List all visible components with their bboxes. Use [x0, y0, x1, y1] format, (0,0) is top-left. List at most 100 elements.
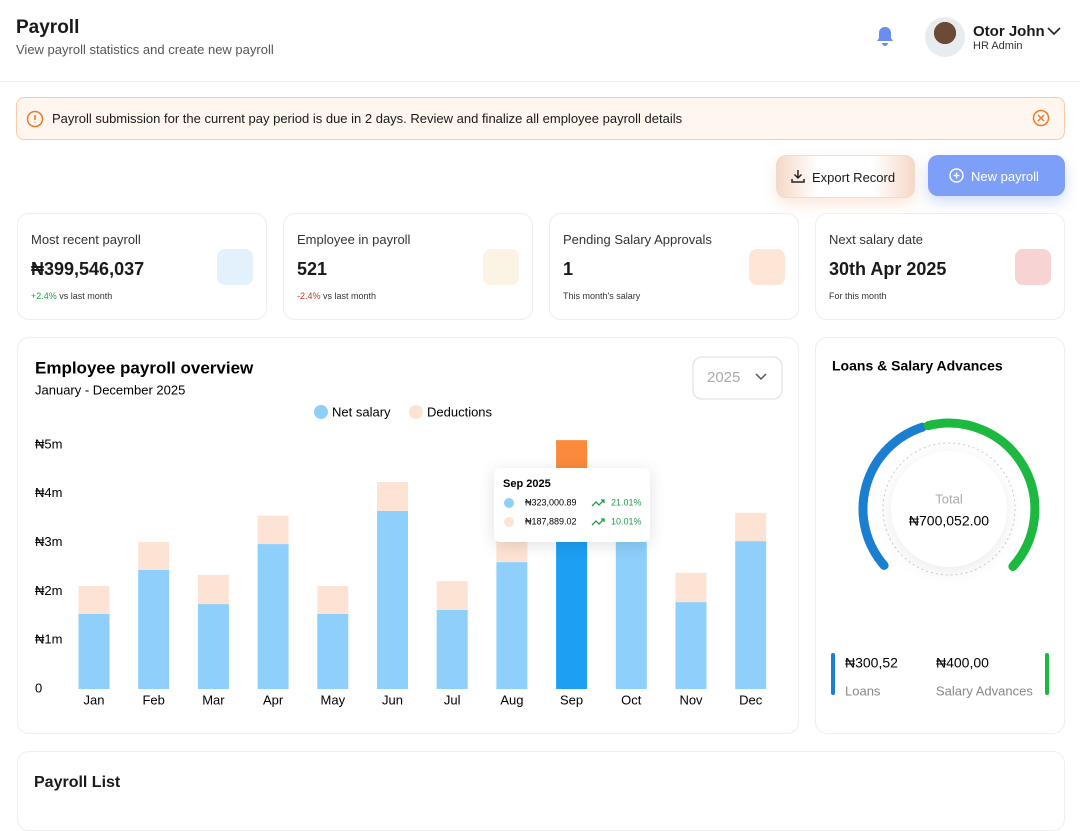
export-label: Export Record — [812, 170, 896, 185]
stat-note: -2.4% vs last month — [297, 291, 376, 301]
legend-swatch — [314, 405, 328, 419]
bar-segment — [197, 574, 229, 605]
x-tick-label: Oct — [621, 692, 642, 707]
x-tick-label: May — [321, 692, 346, 707]
gauge-total-label: Total — [935, 491, 963, 506]
x-tick-label: Feb — [142, 692, 164, 707]
stat-label: Most recent payroll — [31, 232, 141, 247]
bar-segment — [675, 572, 707, 603]
loan-amount: ₦400,00 — [936, 655, 989, 671]
x-tick-label: Jul — [444, 692, 461, 707]
tooltip: Sep 2025 ₦323,000.89 21.01% ₦187,889.02 10.0… — [494, 468, 650, 542]
loan-label: Loans — [845, 683, 881, 698]
download-icon — [791, 170, 805, 183]
bar-segment — [257, 515, 289, 545]
new-payroll-button[interactable]: New payroll — [928, 155, 1065, 196]
payroll-list-title: Payroll List — [34, 774, 121, 791]
legend-bar — [831, 653, 835, 695]
bar-segment — [78, 613, 110, 689]
y-tick-label: ₦4m — [35, 485, 62, 500]
loans-card: Loans & Salary Advances Total ₦700,052.0… — [815, 337, 1065, 734]
loans-title: Loans & Salary Advances — [832, 358, 1003, 374]
bar-segment — [675, 602, 707, 689]
stat-note: This month's salary — [563, 291, 641, 301]
bar-segment — [735, 512, 767, 542]
x-tick-label: Mar — [202, 692, 225, 707]
stat-card: Employee in payroll 521 -2.4% vs last mo… — [283, 213, 533, 320]
tooltip-title: Sep 2025 — [503, 478, 551, 490]
stat-card: Most recent payroll ₦399,546,037 +2.4% v… — [17, 213, 267, 320]
y-tick-label: ₦5m — [35, 436, 62, 451]
avatar[interactable] — [925, 17, 965, 57]
bar-segment — [436, 581, 468, 610]
bar-segment — [138, 569, 170, 689]
y-tick-label: ₦3m — [35, 534, 62, 549]
alert-icon — [26, 110, 44, 128]
stat-label: Pending Salary Approvals — [563, 232, 712, 247]
stat-icon — [1015, 249, 1051, 285]
stat-value: 521 — [297, 259, 328, 279]
stat-icon — [217, 249, 253, 285]
bar-segment — [615, 523, 647, 689]
x-tick-label: Sep — [560, 692, 583, 707]
y-tick-label: ₦2m — [35, 583, 62, 598]
x-tick-label: Nov — [679, 692, 703, 707]
user-name[interactable]: Otor John — [973, 23, 1045, 40]
bar-segment — [496, 562, 528, 689]
stat-card: Next salary date 30th Apr 2025 For this … — [815, 213, 1065, 320]
chart-card: Employee payroll overview January - Dece… — [17, 337, 799, 734]
tooltip-swatch — [504, 517, 514, 527]
tooltip-swatch — [504, 498, 514, 508]
tooltip-change: 21.01% — [611, 497, 642, 507]
bar-segment — [138, 542, 170, 570]
legend-bar — [1045, 653, 1049, 695]
legend-label: Deductions — [427, 404, 493, 419]
stat-label: Next salary date — [829, 232, 923, 247]
year-chevron — [755, 373, 767, 381]
chart-subtitle: January - December 2025 — [35, 382, 185, 397]
bar-segment — [197, 604, 229, 689]
bar-segment — [78, 586, 110, 614]
gauge-arc-advances — [923, 418, 1040, 571]
legend-label: Net salary — [332, 404, 391, 419]
gauge-arc-loans — [858, 422, 927, 570]
gauge-ring — [882, 442, 1016, 576]
year-select[interactable] — [692, 356, 783, 400]
bar-segment — [317, 586, 349, 614]
export-button[interactable]: Export Record — [776, 155, 915, 198]
stat-change: +2.4% — [31, 291, 57, 301]
gauge-total: ₦700,052.00 — [909, 513, 989, 529]
bar-segment — [377, 482, 408, 511]
stat-note: +2.4% vs last month — [31, 291, 112, 301]
chevron[interactable] — [1047, 26, 1061, 36]
alert-close[interactable] — [1032, 109, 1050, 127]
tooltip-box — [494, 468, 650, 542]
chart: Employee payroll overview January - Dece… — [35, 356, 783, 707]
stat-card: Pending Salary Approvals 1 This month's … — [549, 213, 799, 320]
x-tick-label: Apr — [263, 692, 284, 707]
stat-note-text: vs last month — [59, 291, 113, 301]
x-tick-label: Aug — [500, 692, 523, 707]
new-payroll-label: New payroll — [971, 169, 1039, 184]
bar-segment — [735, 541, 767, 689]
bar-segment — [436, 609, 468, 689]
header: Payroll View payroll statistics and crea… — [0, 0, 1080, 82]
trend-icon — [591, 499, 605, 507]
tooltip-change: 10.01% — [611, 516, 642, 526]
stat-label: Employee in payroll — [297, 232, 411, 247]
page-subtitle: View payroll statistics and create new p… — [16, 42, 274, 57]
bell-icon[interactable] — [875, 26, 895, 48]
bar-segment — [317, 613, 349, 689]
tooltip-amount: ₦187,889.02 — [525, 516, 577, 526]
page-title: Payroll — [16, 17, 80, 38]
tooltip-amount: ₦323,000.89 — [525, 497, 577, 507]
year-select-value: 2025 — [707, 369, 740, 386]
y-tick-label: ₦1m — [35, 632, 62, 647]
stat-note: For this month — [829, 291, 887, 301]
x-tick-label: Jun — [382, 692, 403, 707]
loan-amount: ₦300,52 — [845, 655, 898, 671]
chart-title: Employee payroll overview — [35, 358, 254, 377]
stat-icon — [483, 249, 519, 285]
loans-chart: Loans & Salary Advances Total ₦700,052.0… — [831, 358, 1049, 698]
stat-value: 30th Apr 2025 — [829, 259, 947, 279]
